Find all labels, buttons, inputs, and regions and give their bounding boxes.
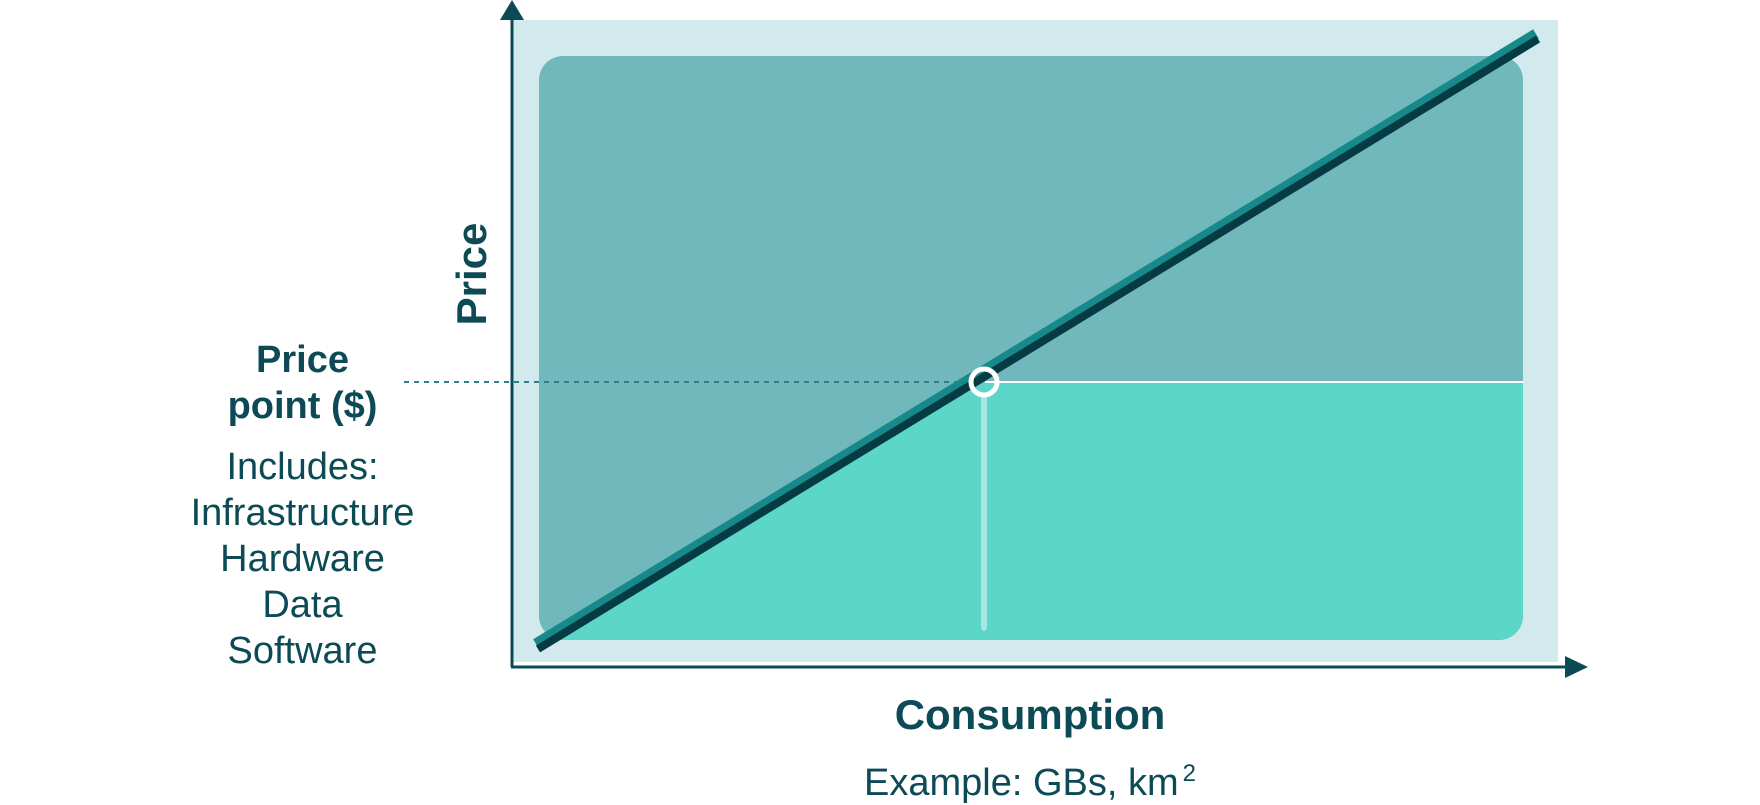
- includes-item-data: Data: [262, 584, 343, 626]
- price-line-accent: [533, 29, 1539, 649]
- price-line: [535, 35, 1541, 653]
- includes-heading: Includes:: [226, 446, 379, 488]
- price-point-line-1: Price: [256, 339, 349, 381]
- x-axis-label: Consumption: [894, 691, 1166, 738]
- lower-region: [539, 382, 1523, 640]
- x-axis-sublabel-superscript: 2: [1182, 760, 1196, 787]
- x-axis-sublabel: Example: GBs, km 2: [780, 752, 1280, 805]
- y-axis-arrow: [500, 0, 524, 20]
- includes-list: Includes: Infrastructure Hardware Data S…: [150, 444, 455, 674]
- includes-item-software: Software: [227, 630, 378, 672]
- includes-item-infrastructure: Infrastructure: [190, 492, 415, 534]
- x-axis-arrow: [1565, 656, 1588, 678]
- y-axis-label: Price: [448, 223, 495, 326]
- includes-item-hardware: Hardware: [220, 538, 385, 580]
- price-point-label: Price point ($): [150, 337, 455, 429]
- price-point-line-2: point ($): [227, 385, 378, 427]
- x-axis-sublabel-text: Example: GBs, km: [864, 762, 1179, 804]
- price-point-marker: [968, 366, 1000, 398]
